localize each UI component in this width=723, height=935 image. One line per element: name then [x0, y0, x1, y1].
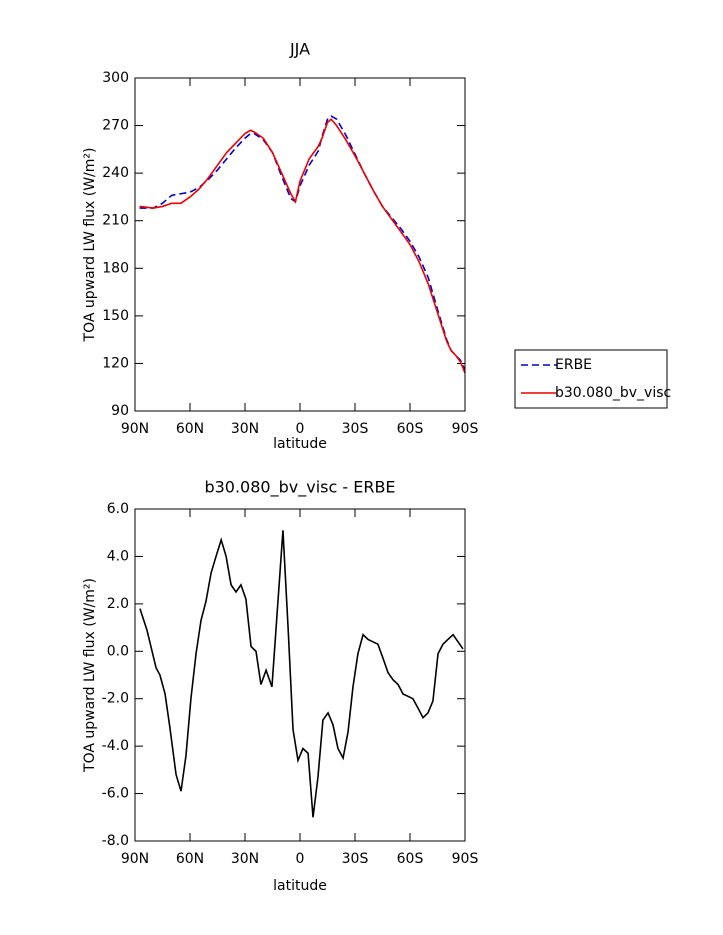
y-axis-label: TOA upward LW flux (W/m²)	[82, 578, 98, 773]
x-tick-label: 0	[296, 421, 305, 437]
y-tick-label: 240	[102, 165, 129, 181]
data-line	[139, 530, 464, 818]
x-tick-label: 90S	[452, 421, 479, 437]
x-tick-label: 60S	[397, 851, 424, 867]
x-tick-label: 90N	[121, 851, 149, 867]
y-tick-label: -4.0	[102, 738, 129, 754]
x-axis-label: latitude	[273, 436, 327, 452]
y-tick-label: 120	[102, 355, 129, 371]
y-tick-label: 210	[102, 213, 129, 229]
y-tick-label: 90	[111, 403, 129, 419]
y-tick-label: 6.0	[107, 501, 129, 517]
x-axis-label: latitude	[273, 878, 327, 894]
plot-frame	[134, 508, 466, 842]
x-tick-label: 0	[296, 851, 305, 867]
plot-frame	[134, 77, 466, 412]
x-tick-label: 60S	[397, 421, 424, 437]
legend-label: ERBE	[555, 357, 592, 373]
x-tick-label: 30S	[342, 851, 369, 867]
y-tick-label: 4.0	[107, 548, 129, 564]
x-tick-label: 30S	[342, 421, 369, 437]
x-tick-label: 30N	[231, 421, 259, 437]
data-line	[139, 115, 466, 371]
chart-title: b30.080_bv_visc - ERBE	[204, 478, 395, 498]
x-tick-label: 60N	[176, 421, 204, 437]
y-tick-label: -2.0	[102, 691, 129, 707]
x-tick-label: 60N	[176, 851, 204, 867]
y-axis-label: TOA upward LW flux (W/m²)	[82, 148, 98, 343]
data-line	[139, 118, 466, 374]
y-tick-label: 2.0	[107, 596, 129, 612]
chart-title: JJA	[289, 40, 310, 59]
y-tick-label: 150	[102, 308, 129, 324]
y-tick-label: -8.0	[102, 833, 129, 849]
y-tick-label: 270	[102, 118, 129, 134]
legend-label: b30.080_bv_visc	[555, 385, 671, 401]
y-tick-label: 0.0	[107, 643, 129, 659]
y-tick-label: 300	[102, 70, 129, 86]
y-tick-label: -6.0	[102, 786, 129, 802]
x-tick-label: 90N	[121, 421, 149, 437]
legend-box	[514, 349, 668, 409]
x-tick-label: 90S	[452, 851, 479, 867]
y-tick-label: 180	[102, 260, 129, 276]
x-tick-label: 30N	[231, 851, 259, 867]
